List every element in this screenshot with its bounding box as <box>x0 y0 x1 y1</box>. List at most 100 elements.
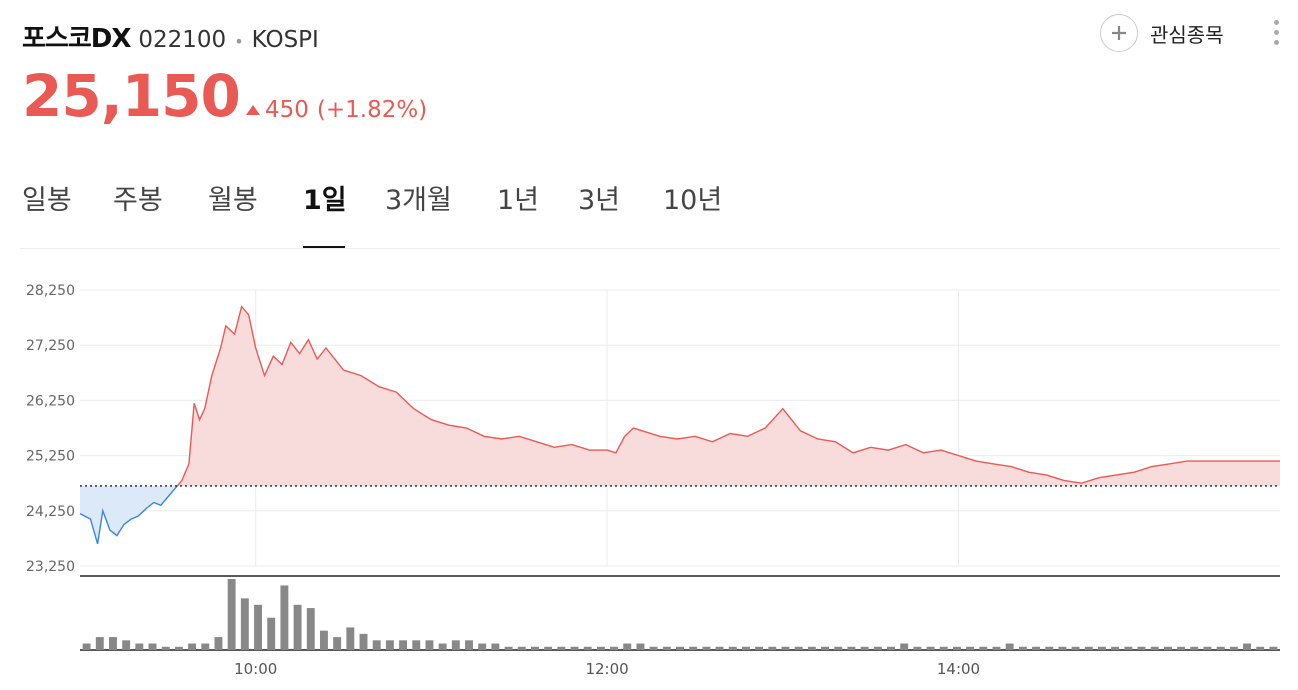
volume-bar <box>359 633 368 650</box>
y-axis-labels: 23,250 24,250 25,250 26,250 27,250 28,250 <box>26 283 75 575</box>
y-tick-label: 23,250 <box>26 559 75 575</box>
volume-bar <box>557 646 566 650</box>
volume-bar <box>676 646 684 650</box>
volume-bar <box>1190 646 1199 650</box>
up-arrow-icon <box>246 105 260 115</box>
volume-bar <box>240 598 249 650</box>
volume-bar <box>1269 646 1278 650</box>
volume-bar <box>1098 646 1106 650</box>
price-lines <box>79 305 1280 545</box>
volume-bar <box>873 646 882 650</box>
volume-bar <box>702 646 711 650</box>
tab-monthly[interactable]: 월봉 <box>208 185 258 216</box>
volume-bar <box>1256 646 1265 650</box>
stock-name: 포스코DX <box>22 24 131 54</box>
tab-3month[interactable]: 3개월 <box>385 185 452 216</box>
y-tick-label: 25,250 <box>26 449 75 465</box>
intraday-chart[interactable]: 23,250 24,250 25,250 26,250 27,250 28,250 10:… <box>0 270 1298 690</box>
separator: • <box>234 32 244 51</box>
volume-bar <box>741 646 750 650</box>
tab-1day[interactable]: 1일 <box>303 185 347 216</box>
volume-bar <box>689 646 698 650</box>
volume-bar <box>939 646 948 650</box>
volume-bar <box>95 637 104 650</box>
volume-bar <box>662 646 671 650</box>
volume-bar <box>214 637 223 650</box>
volume-bar <box>781 646 790 650</box>
volume-bar <box>385 640 394 650</box>
x-tick-label: 14:00 <box>937 660 980 678</box>
volume-bar <box>1005 643 1014 650</box>
volume-bar <box>135 643 144 650</box>
current-price: 25,150 <box>22 62 241 130</box>
volume-bar <box>1243 643 1251 650</box>
volume-bar <box>478 643 487 650</box>
tab-1year[interactable]: 1년 <box>497 185 540 216</box>
watchlist-button[interactable]: 관심종목 <box>1100 14 1224 52</box>
volume-bar <box>1124 646 1133 650</box>
volume-bar <box>201 643 210 650</box>
tab-3year[interactable]: 3년 <box>578 185 621 216</box>
volume-bar <box>412 640 421 650</box>
volume-bar <box>623 643 632 650</box>
change-percent: (+1.82%) <box>316 97 428 123</box>
volume-bar <box>1150 646 1159 650</box>
volume-bar <box>1163 646 1172 650</box>
volume-bar <box>227 579 236 650</box>
volume-bar <box>346 627 355 650</box>
volume-bar <box>399 640 408 650</box>
volume-bar <box>267 617 276 650</box>
volume-bar <box>1018 646 1027 650</box>
volume-bar <box>860 646 869 650</box>
volume-bar <box>1111 646 1120 650</box>
x-axis-labels: 10:00 12:00 14:00 <box>234 660 980 678</box>
volume-bar <box>491 643 500 650</box>
volume-bar <box>570 646 579 650</box>
tab-10year[interactable]: 10년 <box>663 185 723 216</box>
stock-header: 포스코DX 022100 • KOSPI <box>22 18 319 55</box>
active-tab-indicator <box>303 246 345 248</box>
y-tick-label: 28,250 <box>26 283 75 299</box>
volume-bar <box>913 646 922 650</box>
area-below-reference <box>80 485 178 544</box>
line-below-reference <box>79 485 178 545</box>
volume-bar <box>425 640 434 650</box>
price-change: 450 (+1.82%) <box>246 97 427 123</box>
volume-bar <box>807 646 816 650</box>
tab-daily[interactable]: 일봉 <box>22 185 72 216</box>
tab-divider <box>20 248 1280 249</box>
volume-bar <box>926 646 935 650</box>
period-tabs: 일봉 주봉 월봉 1일 3개월 1년 3년 10년 <box>0 170 1298 250</box>
tab-weekly[interactable]: 주봉 <box>113 185 163 216</box>
volume-bar <box>834 646 843 650</box>
volume-bar <box>821 646 830 650</box>
chart-grid <box>80 289 1280 651</box>
volume-bar <box>82 643 91 650</box>
volume-bar <box>847 646 856 650</box>
volume-bar <box>161 646 170 650</box>
volume-bar <box>715 646 724 650</box>
volume-bar <box>451 640 460 650</box>
volume-bar <box>1229 646 1238 650</box>
volume-bar <box>636 643 645 650</box>
volume-bar <box>649 646 658 650</box>
volume-bar <box>122 640 131 650</box>
volume-bar <box>992 646 1001 650</box>
watchlist-label: 관심종목 <box>1150 22 1224 47</box>
volume-bar <box>755 646 764 650</box>
volume-bar <box>148 643 157 650</box>
volume-bar <box>794 646 803 650</box>
more-menu-icon[interactable] <box>1268 20 1284 50</box>
volume-bar <box>1058 646 1067 650</box>
volume-bar <box>583 646 592 650</box>
volume-bar <box>1045 646 1054 650</box>
volume-bar <box>768 646 777 650</box>
volume-bar <box>728 646 737 650</box>
x-tick-label: 12:00 <box>585 660 628 678</box>
stock-code: 022100 <box>138 27 227 53</box>
volume-bar <box>1203 646 1212 650</box>
volume-bar <box>530 646 539 650</box>
volume-bar <box>254 604 262 650</box>
volume-bar <box>1032 646 1040 650</box>
volume-bar <box>517 646 526 650</box>
